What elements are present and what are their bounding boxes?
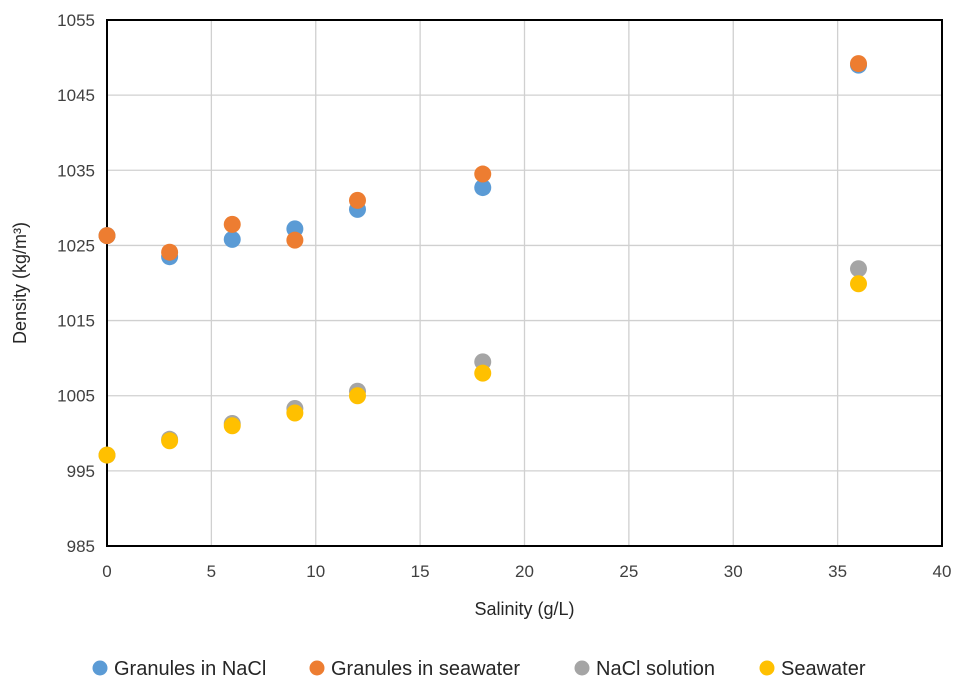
x-tick-label: 5 <box>207 562 216 581</box>
data-point <box>161 243 179 261</box>
x-tick-label: 0 <box>102 562 111 581</box>
x-axis-title: Salinity (g/L) <box>474 599 574 619</box>
data-point <box>223 417 241 435</box>
legend-label: NaCl solution <box>596 658 715 679</box>
data-point <box>98 446 116 464</box>
data-point <box>349 191 366 209</box>
data-point <box>223 230 241 248</box>
legend-item: Seawater <box>759 658 866 679</box>
x-tick-label: 40 <box>933 562 952 581</box>
legend-item: NaCl solution <box>574 658 715 679</box>
legend-label: Granules in seawater <box>331 658 520 679</box>
legend-marker <box>759 660 775 676</box>
data-point <box>223 215 241 233</box>
data-point <box>474 165 492 183</box>
y-tick-label: 985 <box>67 537 95 556</box>
plot-area-frame <box>106 19 943 547</box>
data-point <box>161 432 179 450</box>
y-tick-label: 1045 <box>57 86 95 105</box>
data-point <box>98 227 116 245</box>
legend-item: Granules in NaCl <box>92 658 266 679</box>
x-tick-label: 10 <box>306 562 325 581</box>
data-point <box>850 275 867 293</box>
legend-label: Granules in NaCl <box>114 658 266 679</box>
data-point <box>286 231 304 249</box>
x-tick-label: 35 <box>828 562 847 581</box>
x-tick-label: 20 <box>515 562 534 581</box>
y-axis-title: Density (kg/m³) <box>10 222 30 344</box>
data-point <box>349 387 366 405</box>
legend-item: Granules in seawater <box>309 658 520 679</box>
y-tick-label: 1005 <box>57 387 95 406</box>
y-tick-label: 1015 <box>57 312 95 331</box>
series-2 <box>98 55 867 261</box>
data-point <box>474 179 492 197</box>
series-4 <box>98 275 867 464</box>
data-point <box>850 55 867 73</box>
x-axis-tick-labels: 0 5 10 15 20 25 30 35 40 <box>102 562 951 581</box>
x-tick-label: 30 <box>724 562 743 581</box>
data-points <box>98 55 867 464</box>
x-tick-label: 15 <box>411 562 430 581</box>
legend-label: Seawater <box>781 658 866 679</box>
data-point <box>850 260 867 278</box>
data-point <box>286 404 304 422</box>
y-tick-label: 1055 <box>57 11 95 30</box>
data-point <box>474 364 492 382</box>
y-tick-label: 1035 <box>57 161 95 180</box>
legend-marker <box>309 660 325 676</box>
y-tick-label: 1025 <box>57 236 95 255</box>
legend-marker <box>92 660 108 676</box>
legend: Granules in NaCl Granules in seawater NaCl… <box>92 658 866 679</box>
y-tick-label: 995 <box>67 462 95 481</box>
y-axis-tick-labels: 985 995 1005 1015 1025 1035 1045 1055 <box>57 11 95 556</box>
x-tick-label: 25 <box>619 562 638 581</box>
legend-marker <box>574 660 590 676</box>
